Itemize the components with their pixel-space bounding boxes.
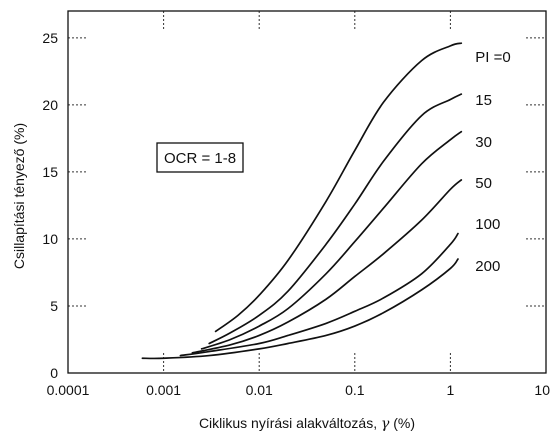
x-tick-label-5: 10: [534, 382, 550, 398]
x-tick-label-3: 0.1: [345, 382, 365, 398]
y-tick-label-4: 20: [42, 97, 58, 113]
curve-label-pi-200: 200: [475, 258, 500, 275]
curve-pi-200: [141, 258, 459, 360]
curve-label-pi-15: 15: [475, 92, 492, 109]
curve-pi-50: [191, 179, 463, 354]
x-axis-title-text: Ciklikus nyírási alakváltozás,: [199, 415, 381, 431]
curves: [141, 42, 463, 360]
curve-label-pi-0: PI =0: [475, 49, 510, 66]
y-axis-title: Csillapítási tényező (%): [11, 123, 27, 269]
grid-ticks: [68, 11, 546, 373]
x-axis-title-unit: (%): [389, 415, 415, 431]
curve-labels: PI =0 15 30 50 100 200: [475, 49, 510, 275]
y-tick-label-5: 25: [42, 30, 58, 46]
plot-frame: [67, 10, 547, 374]
x-tick-label-2: 0.01: [246, 382, 273, 398]
x-tick-label-1: 0.001: [146, 382, 181, 398]
ocr-annotation-text: OCR = 1-8: [164, 150, 236, 167]
x-tick-label-4: 1: [447, 382, 455, 398]
x-tick-label-0: 0.0001: [47, 382, 90, 398]
curve-pi-30: [200, 130, 463, 350]
curve-pi-100: [179, 232, 459, 357]
y-tick-label-0: 0: [50, 365, 58, 381]
y-tick-label-2: 10: [42, 231, 58, 247]
ocr-annotation: OCR = 1-8: [156, 142, 244, 173]
x-axis-title: Ciklikus nyírási alakváltozás, γ (%): [199, 415, 415, 432]
y-tick-label-3: 15: [42, 164, 58, 180]
curve-pi-0: [214, 42, 463, 333]
x-axis-title-symbol: γ: [381, 416, 390, 432]
y-tick-label-1: 5: [50, 298, 58, 314]
curve-label-pi-50: 50: [475, 175, 492, 192]
tick-labels: 0 5 10 15 20 25 0.0001 0.001 0.01 0.1 1 10: [42, 30, 550, 398]
curve-label-pi-30: 30: [475, 134, 492, 151]
ocr-annotation-box: [156, 142, 244, 173]
curve-label-pi-100: 100: [475, 216, 500, 233]
curve-pi-15: [208, 93, 463, 345]
